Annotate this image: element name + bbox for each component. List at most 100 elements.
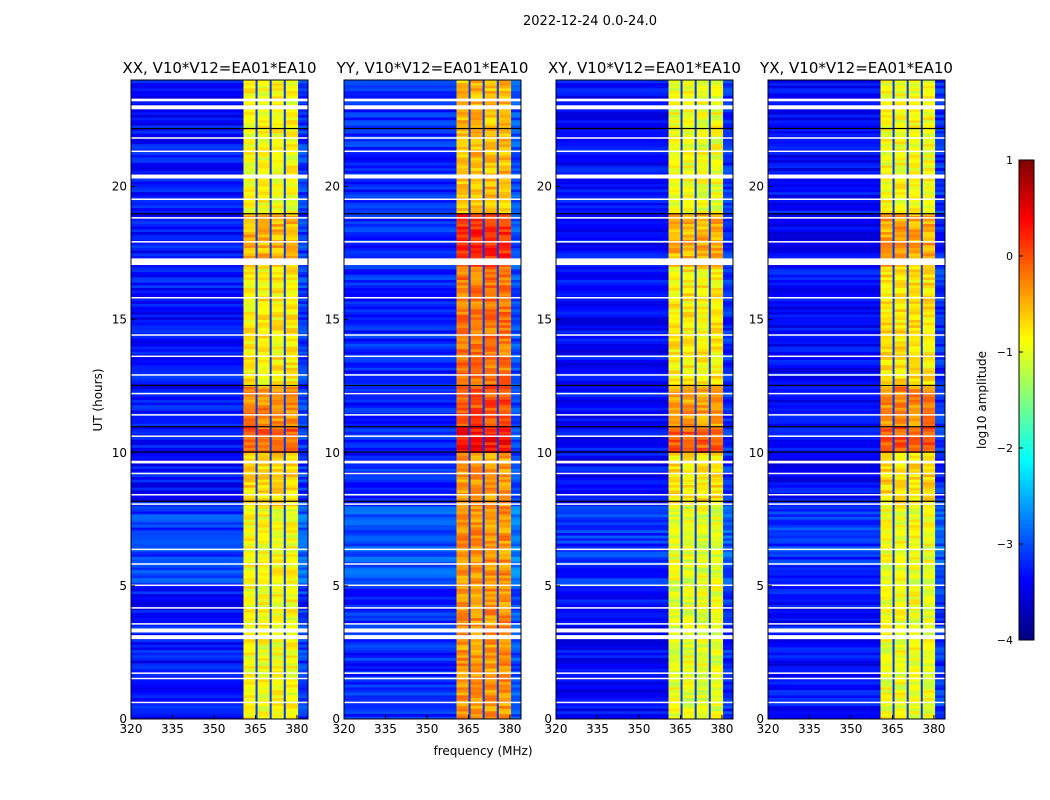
heatmap-band-cell bbox=[456, 652, 470, 656]
heatmap-band-cell bbox=[256, 237, 271, 241]
heatmap-band-cell bbox=[456, 167, 470, 171]
heatmap-band-cell bbox=[497, 274, 512, 278]
flagged-row bbox=[131, 355, 308, 358]
heatmap-band-cell bbox=[456, 162, 470, 166]
heatmap-band-cell bbox=[483, 452, 498, 456]
heatmap-row-background bbox=[723, 338, 733, 342]
heatmap-band-cell bbox=[469, 151, 484, 155]
panel-title: XX, V10*V12=EA01*EA10 bbox=[122, 59, 316, 77]
heatmap-row-background bbox=[723, 95, 733, 99]
heatmap-band-cell bbox=[243, 537, 257, 541]
heatmap-band-cell bbox=[681, 458, 696, 462]
heatmap-band-cell bbox=[469, 300, 484, 304]
heatmap-band-cell bbox=[709, 253, 724, 257]
heatmap-band-cell bbox=[497, 221, 512, 225]
heatmap-row-background bbox=[298, 418, 308, 422]
heatmap-band-cell bbox=[695, 681, 710, 685]
heatmap-band-cell bbox=[243, 143, 257, 147]
heatmap-band-cell bbox=[483, 601, 498, 605]
heatmap-row-background bbox=[344, 285, 457, 288]
heatmap-band-cell bbox=[695, 348, 710, 352]
heatmap-row-background bbox=[768, 705, 881, 709]
heatmap-row-background bbox=[768, 692, 881, 696]
heatmap-band-cell bbox=[284, 114, 299, 118]
heatmap-band-cell bbox=[497, 388, 512, 392]
heatmap-band-cell bbox=[668, 303, 682, 307]
heatmap-band-cell bbox=[256, 705, 271, 709]
heatmap-band-cell bbox=[497, 660, 512, 664]
heatmap-row-background bbox=[131, 274, 244, 278]
heatmap-row-background bbox=[723, 82, 733, 86]
heatmap-row-background bbox=[556, 154, 669, 158]
heatmap-band-cell bbox=[483, 410, 498, 414]
heatmap-row-background bbox=[298, 237, 308, 241]
heatmap-band-cell bbox=[284, 303, 299, 307]
heatmap-band-cell bbox=[907, 631, 922, 635]
heatmap-band-cell bbox=[695, 455, 710, 459]
heatmap-row-background bbox=[344, 527, 457, 531]
heatmap-band-cell bbox=[256, 303, 271, 307]
heatmap-row-background bbox=[556, 279, 669, 283]
heatmap-row-background bbox=[298, 277, 308, 280]
heatmap-row-background bbox=[556, 455, 669, 459]
heatmap-band-cell bbox=[256, 205, 271, 209]
heatmap-row-background bbox=[556, 207, 669, 211]
heatmap-row-background bbox=[344, 346, 457, 350]
heatmap-band-cell bbox=[469, 585, 484, 589]
heatmap-band-cell bbox=[709, 346, 724, 350]
heatmap-band-cell bbox=[483, 567, 498, 571]
heatmap-row-background bbox=[723, 553, 733, 557]
heatmap-row-background bbox=[344, 604, 457, 608]
heatmap-band-cell bbox=[681, 410, 696, 414]
heatmap-band-cell bbox=[270, 87, 285, 91]
heatmap-band-cell bbox=[270, 540, 285, 544]
heatmap-row-background bbox=[768, 532, 881, 536]
heatmap-band-cell bbox=[681, 93, 696, 97]
heatmap-band-cell bbox=[921, 612, 936, 616]
heatmap-row-background bbox=[768, 500, 881, 504]
heatmap-band-cell bbox=[695, 447, 710, 451]
heatmap-row-background bbox=[131, 314, 244, 318]
heatmap-band-cell bbox=[483, 178, 498, 182]
heatmap-row-background bbox=[344, 577, 457, 581]
heatmap-band-cell bbox=[668, 420, 682, 424]
heatmap-band-cell bbox=[469, 524, 484, 528]
heatmap-band-cell bbox=[497, 223, 512, 227]
heatmap-band-cell bbox=[469, 170, 484, 174]
heatmap-band-cell bbox=[695, 146, 710, 150]
heatmap-band-cell bbox=[456, 529, 470, 533]
heatmap-band-cell bbox=[668, 266, 682, 270]
flagged-row bbox=[556, 701, 733, 704]
heatmap-band-cell bbox=[243, 282, 257, 286]
heatmap-band-cell bbox=[243, 287, 257, 291]
heatmap-band-cell bbox=[284, 143, 299, 147]
heatmap-band-cell bbox=[709, 647, 724, 651]
heatmap-row-background bbox=[298, 274, 308, 278]
heatmap-band-cell bbox=[668, 202, 682, 206]
heatmap-row-background bbox=[935, 567, 945, 571]
heatmap-row-background bbox=[511, 439, 521, 443]
heatmap-band-cell bbox=[681, 697, 696, 701]
heatmap-row-background bbox=[131, 178, 244, 182]
heatmap-band-cell bbox=[709, 402, 724, 406]
heatmap-row-background bbox=[768, 703, 881, 706]
heatmap-band-cell bbox=[695, 330, 710, 334]
heatmap-row-background bbox=[556, 569, 669, 573]
heatmap-band-cell bbox=[668, 194, 682, 198]
heatmap-band-cell bbox=[256, 266, 271, 270]
heatmap-band-cell bbox=[907, 612, 922, 616]
heatmap-band-cell bbox=[483, 101, 498, 105]
heatmap-band-cell bbox=[497, 537, 512, 541]
heatmap-row-background bbox=[344, 117, 457, 121]
heatmap-band-cell bbox=[893, 665, 908, 669]
heatmap-row-background bbox=[298, 569, 308, 573]
heatmap-band-cell bbox=[497, 253, 512, 257]
heatmap-band-cell bbox=[695, 551, 710, 555]
heatmap-band-cell bbox=[893, 655, 908, 659]
heatmap-band-cell bbox=[907, 668, 922, 672]
heatmap-band-cell bbox=[907, 601, 922, 605]
heatmap-band-cell bbox=[681, 218, 696, 222]
heatmap-row-background bbox=[768, 529, 881, 533]
heatmap-band-cell bbox=[243, 705, 257, 709]
